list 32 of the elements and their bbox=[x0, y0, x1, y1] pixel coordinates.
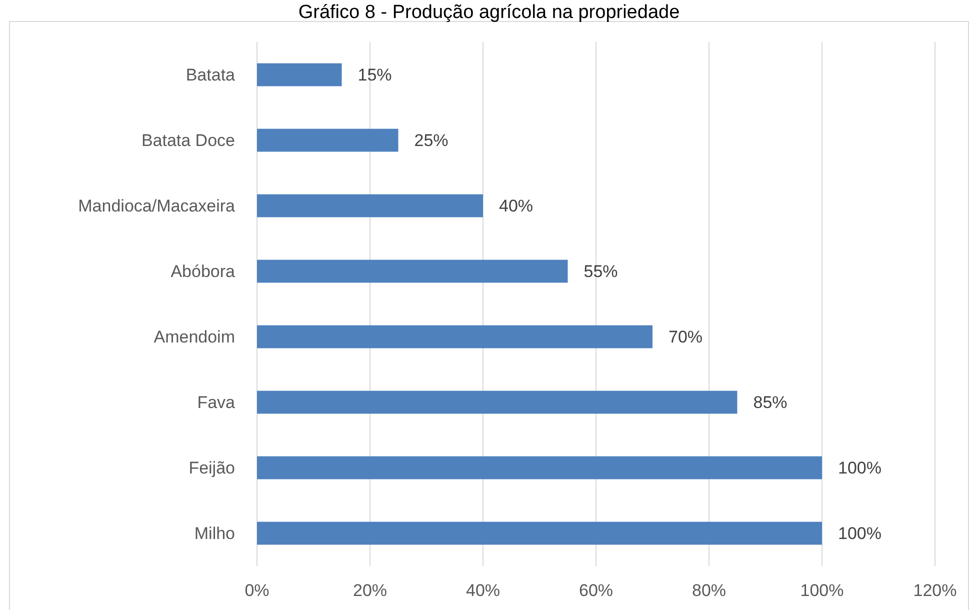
bar bbox=[257, 456, 822, 480]
x-tick-label: 60% bbox=[578, 581, 614, 600]
bar bbox=[257, 325, 652, 348]
data-label: 55% bbox=[584, 262, 618, 282]
y-tick-label: Abóbora bbox=[170, 262, 236, 282]
data-label: 25% bbox=[414, 131, 448, 150]
bar bbox=[257, 522, 822, 545]
y-tick-label: Mandioca/Macaxeira bbox=[78, 196, 236, 216]
data-label: 85% bbox=[753, 393, 788, 412]
data-label: 40% bbox=[499, 196, 534, 216]
bar bbox=[257, 260, 568, 283]
data-label: 15% bbox=[358, 66, 392, 85]
x-tick-label: 100% bbox=[800, 581, 844, 600]
bar bbox=[257, 128, 398, 152]
x-tick-label: 80% bbox=[692, 581, 726, 600]
y-tick-label: Feijão bbox=[188, 458, 235, 478]
bar bbox=[257, 390, 738, 414]
y-tick-label: Fava bbox=[197, 393, 236, 412]
x-tick-label: 40% bbox=[466, 581, 500, 600]
bar bbox=[257, 63, 342, 86]
x-tick-label: 0% bbox=[244, 581, 270, 600]
y-tick-label: Batata bbox=[186, 66, 236, 85]
data-label: 100% bbox=[838, 524, 882, 544]
y-tick-label: Milho bbox=[194, 524, 235, 544]
bar bbox=[257, 194, 483, 218]
data-label: 70% bbox=[668, 328, 703, 347]
x-tick-label: 20% bbox=[352, 581, 388, 600]
x-tick-label: 120% bbox=[913, 581, 957, 600]
chart-title: Gráfico 8 - Produção agrícola na propriedade bbox=[298, 2, 680, 23]
y-tick-label: Batata Doce bbox=[141, 131, 235, 150]
y-tick-label: Amendoim bbox=[154, 328, 235, 347]
data-label: 100% bbox=[838, 458, 882, 478]
